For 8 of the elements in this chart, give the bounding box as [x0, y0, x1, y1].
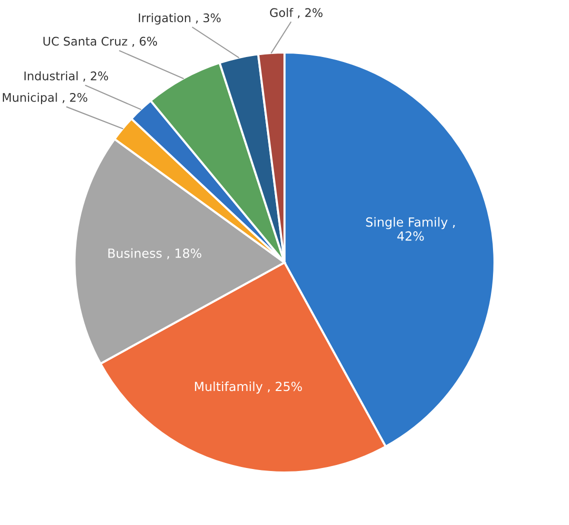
slice-label: Single Family , 42%: [366, 217, 455, 241]
slice-label: Industrial , 2%: [24, 71, 108, 82]
slice-label: Irrigation , 3%: [138, 13, 221, 25]
slice-label: Business , 18%: [108, 248, 202, 260]
slice-label: Multifamily , 25%: [194, 381, 302, 394]
slice-label: Municipal , 2%: [2, 92, 88, 104]
slice-label: UC Santa Cruz , 6%: [43, 36, 158, 47]
slice-label: Golf , 2%: [270, 8, 322, 18]
